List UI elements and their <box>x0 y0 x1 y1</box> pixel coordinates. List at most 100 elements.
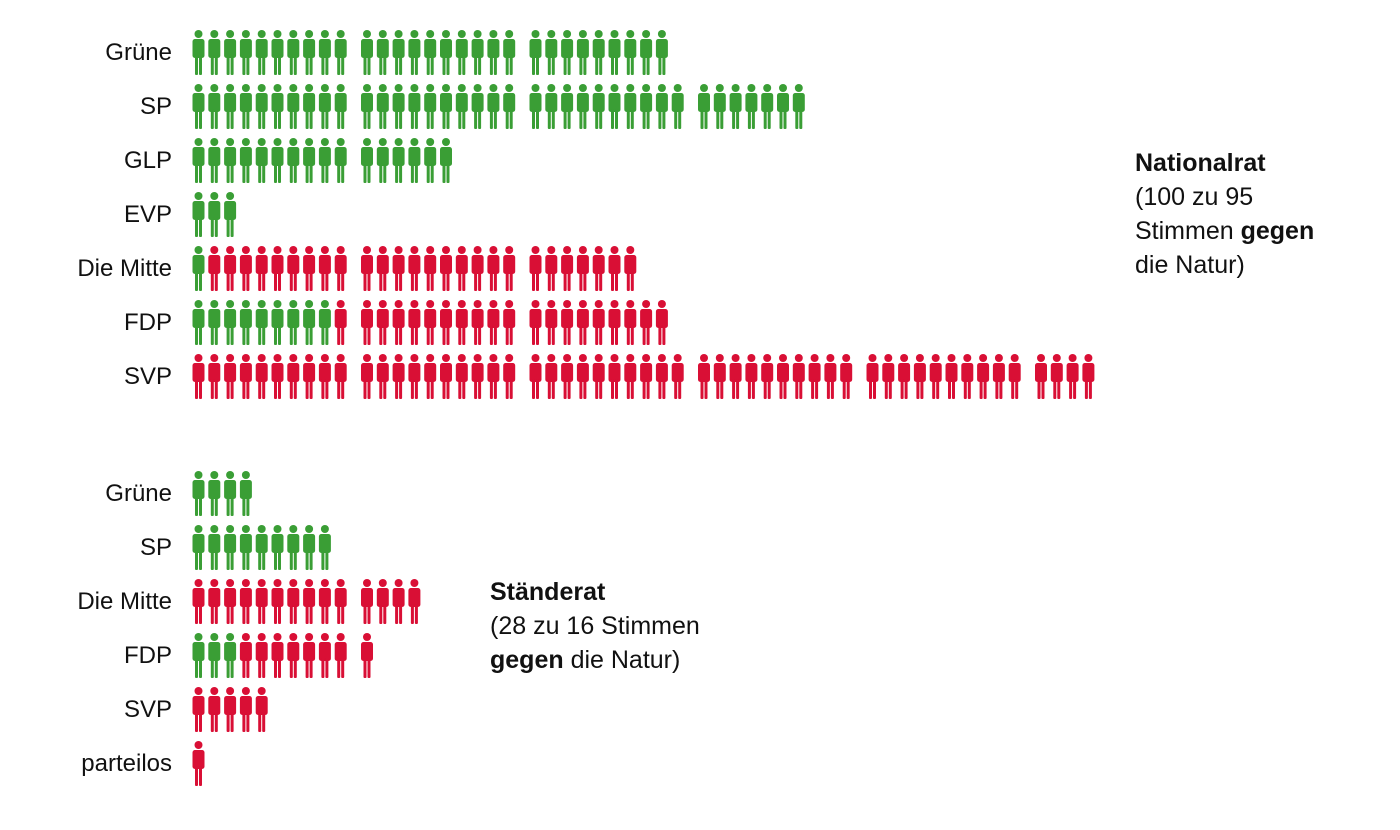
person-icon <box>545 84 558 129</box>
person-icon <box>792 84 805 129</box>
person-icon <box>992 354 1005 399</box>
person-icon <box>655 30 668 75</box>
person-icon <box>334 633 347 678</box>
person-icon <box>545 30 558 75</box>
person-icon <box>576 246 589 291</box>
person-icon <box>208 30 221 75</box>
category-label: FDP <box>124 642 172 669</box>
person-icon <box>471 246 484 291</box>
person-icon <box>608 84 621 129</box>
person-icon <box>455 354 468 399</box>
staenderat-subtitle-1: (28 zu 16 Stimmen <box>490 612 700 640</box>
person-icon <box>487 300 500 345</box>
person-icon <box>334 84 347 129</box>
person-icon <box>303 138 316 183</box>
person-icon <box>624 354 637 399</box>
person-icon <box>840 354 853 399</box>
person-icon <box>640 30 653 75</box>
person-icon <box>287 579 300 624</box>
person-icon <box>224 579 237 624</box>
person-icon <box>440 300 452 345</box>
person-icon <box>440 30 452 75</box>
person-icon <box>487 84 500 129</box>
person-icon <box>255 633 268 678</box>
person-icon <box>455 84 468 129</box>
person-icon <box>303 354 316 399</box>
person-icon <box>192 354 205 399</box>
person-icon <box>392 300 405 345</box>
person-icon <box>408 246 421 291</box>
person-icon <box>192 471 205 516</box>
person-icon <box>361 246 373 291</box>
person-icon <box>208 579 221 624</box>
nationalrat-subtitle-1: (100 zu 95 <box>1135 183 1254 211</box>
person-icon <box>961 354 974 399</box>
person-icon <box>318 579 331 624</box>
person-icon <box>455 246 468 291</box>
person-icon <box>224 30 237 75</box>
person-icon <box>192 525 205 570</box>
person-icon <box>392 354 405 399</box>
person-icon <box>576 354 589 399</box>
person-icon <box>287 30 300 75</box>
staenderat-subtitle-2: die Natur) <box>563 646 681 674</box>
person-icon <box>208 525 221 570</box>
category-label: SVP <box>123 696 172 723</box>
person-icon <box>239 687 252 732</box>
person-icon <box>1050 354 1063 399</box>
nationalrat-subtitle-3: die Natur) <box>1135 251 1245 279</box>
person-icon <box>713 354 726 399</box>
person-icon <box>271 354 284 399</box>
person-icon <box>255 300 268 345</box>
person-icon <box>561 300 574 345</box>
person-icon <box>671 354 684 399</box>
person-icon <box>224 300 237 345</box>
person-icon <box>303 579 316 624</box>
category-label: Grüne <box>105 39 172 66</box>
person-icon <box>529 246 542 291</box>
person-icon <box>318 633 331 678</box>
person-icon <box>592 30 605 75</box>
person-icon <box>608 246 621 291</box>
person-icon <box>271 84 284 129</box>
person-icon <box>255 246 268 291</box>
person-icon <box>239 246 252 291</box>
person-icon <box>271 300 284 345</box>
person-icon <box>224 84 237 129</box>
category-label: EVP <box>123 201 172 228</box>
person-icon <box>471 84 484 129</box>
person-icon <box>408 138 421 183</box>
person-icon <box>503 84 516 129</box>
person-icon <box>239 300 252 345</box>
person-icon <box>287 246 300 291</box>
person-icon <box>303 84 316 129</box>
person-icon <box>271 30 284 75</box>
person-icon <box>561 246 574 291</box>
person-icon <box>455 300 468 345</box>
person-icon <box>592 246 605 291</box>
person-icon <box>440 138 452 183</box>
person-icon <box>303 633 316 678</box>
nationalrat-title: Nationalrat <box>1135 149 1266 177</box>
person-icon <box>192 192 205 237</box>
person-icon <box>608 300 621 345</box>
person-icon <box>561 30 574 75</box>
person-icon <box>361 30 373 75</box>
category-label: SP <box>139 93 172 120</box>
person-icon <box>192 741 205 786</box>
person-icon <box>713 84 726 129</box>
person-icon <box>729 84 742 129</box>
person-icon <box>271 525 284 570</box>
person-icon <box>334 30 347 75</box>
person-icon <box>624 246 637 291</box>
person-icon <box>271 633 284 678</box>
person-icon <box>392 138 405 183</box>
person-icon <box>318 525 331 570</box>
person-icon <box>287 138 300 183</box>
person-icon <box>408 579 421 624</box>
person-icon <box>440 246 452 291</box>
person-icon <box>361 84 373 129</box>
person-icon <box>898 354 911 399</box>
category-label: Die Mitte <box>77 588 172 615</box>
person-icon <box>303 30 316 75</box>
